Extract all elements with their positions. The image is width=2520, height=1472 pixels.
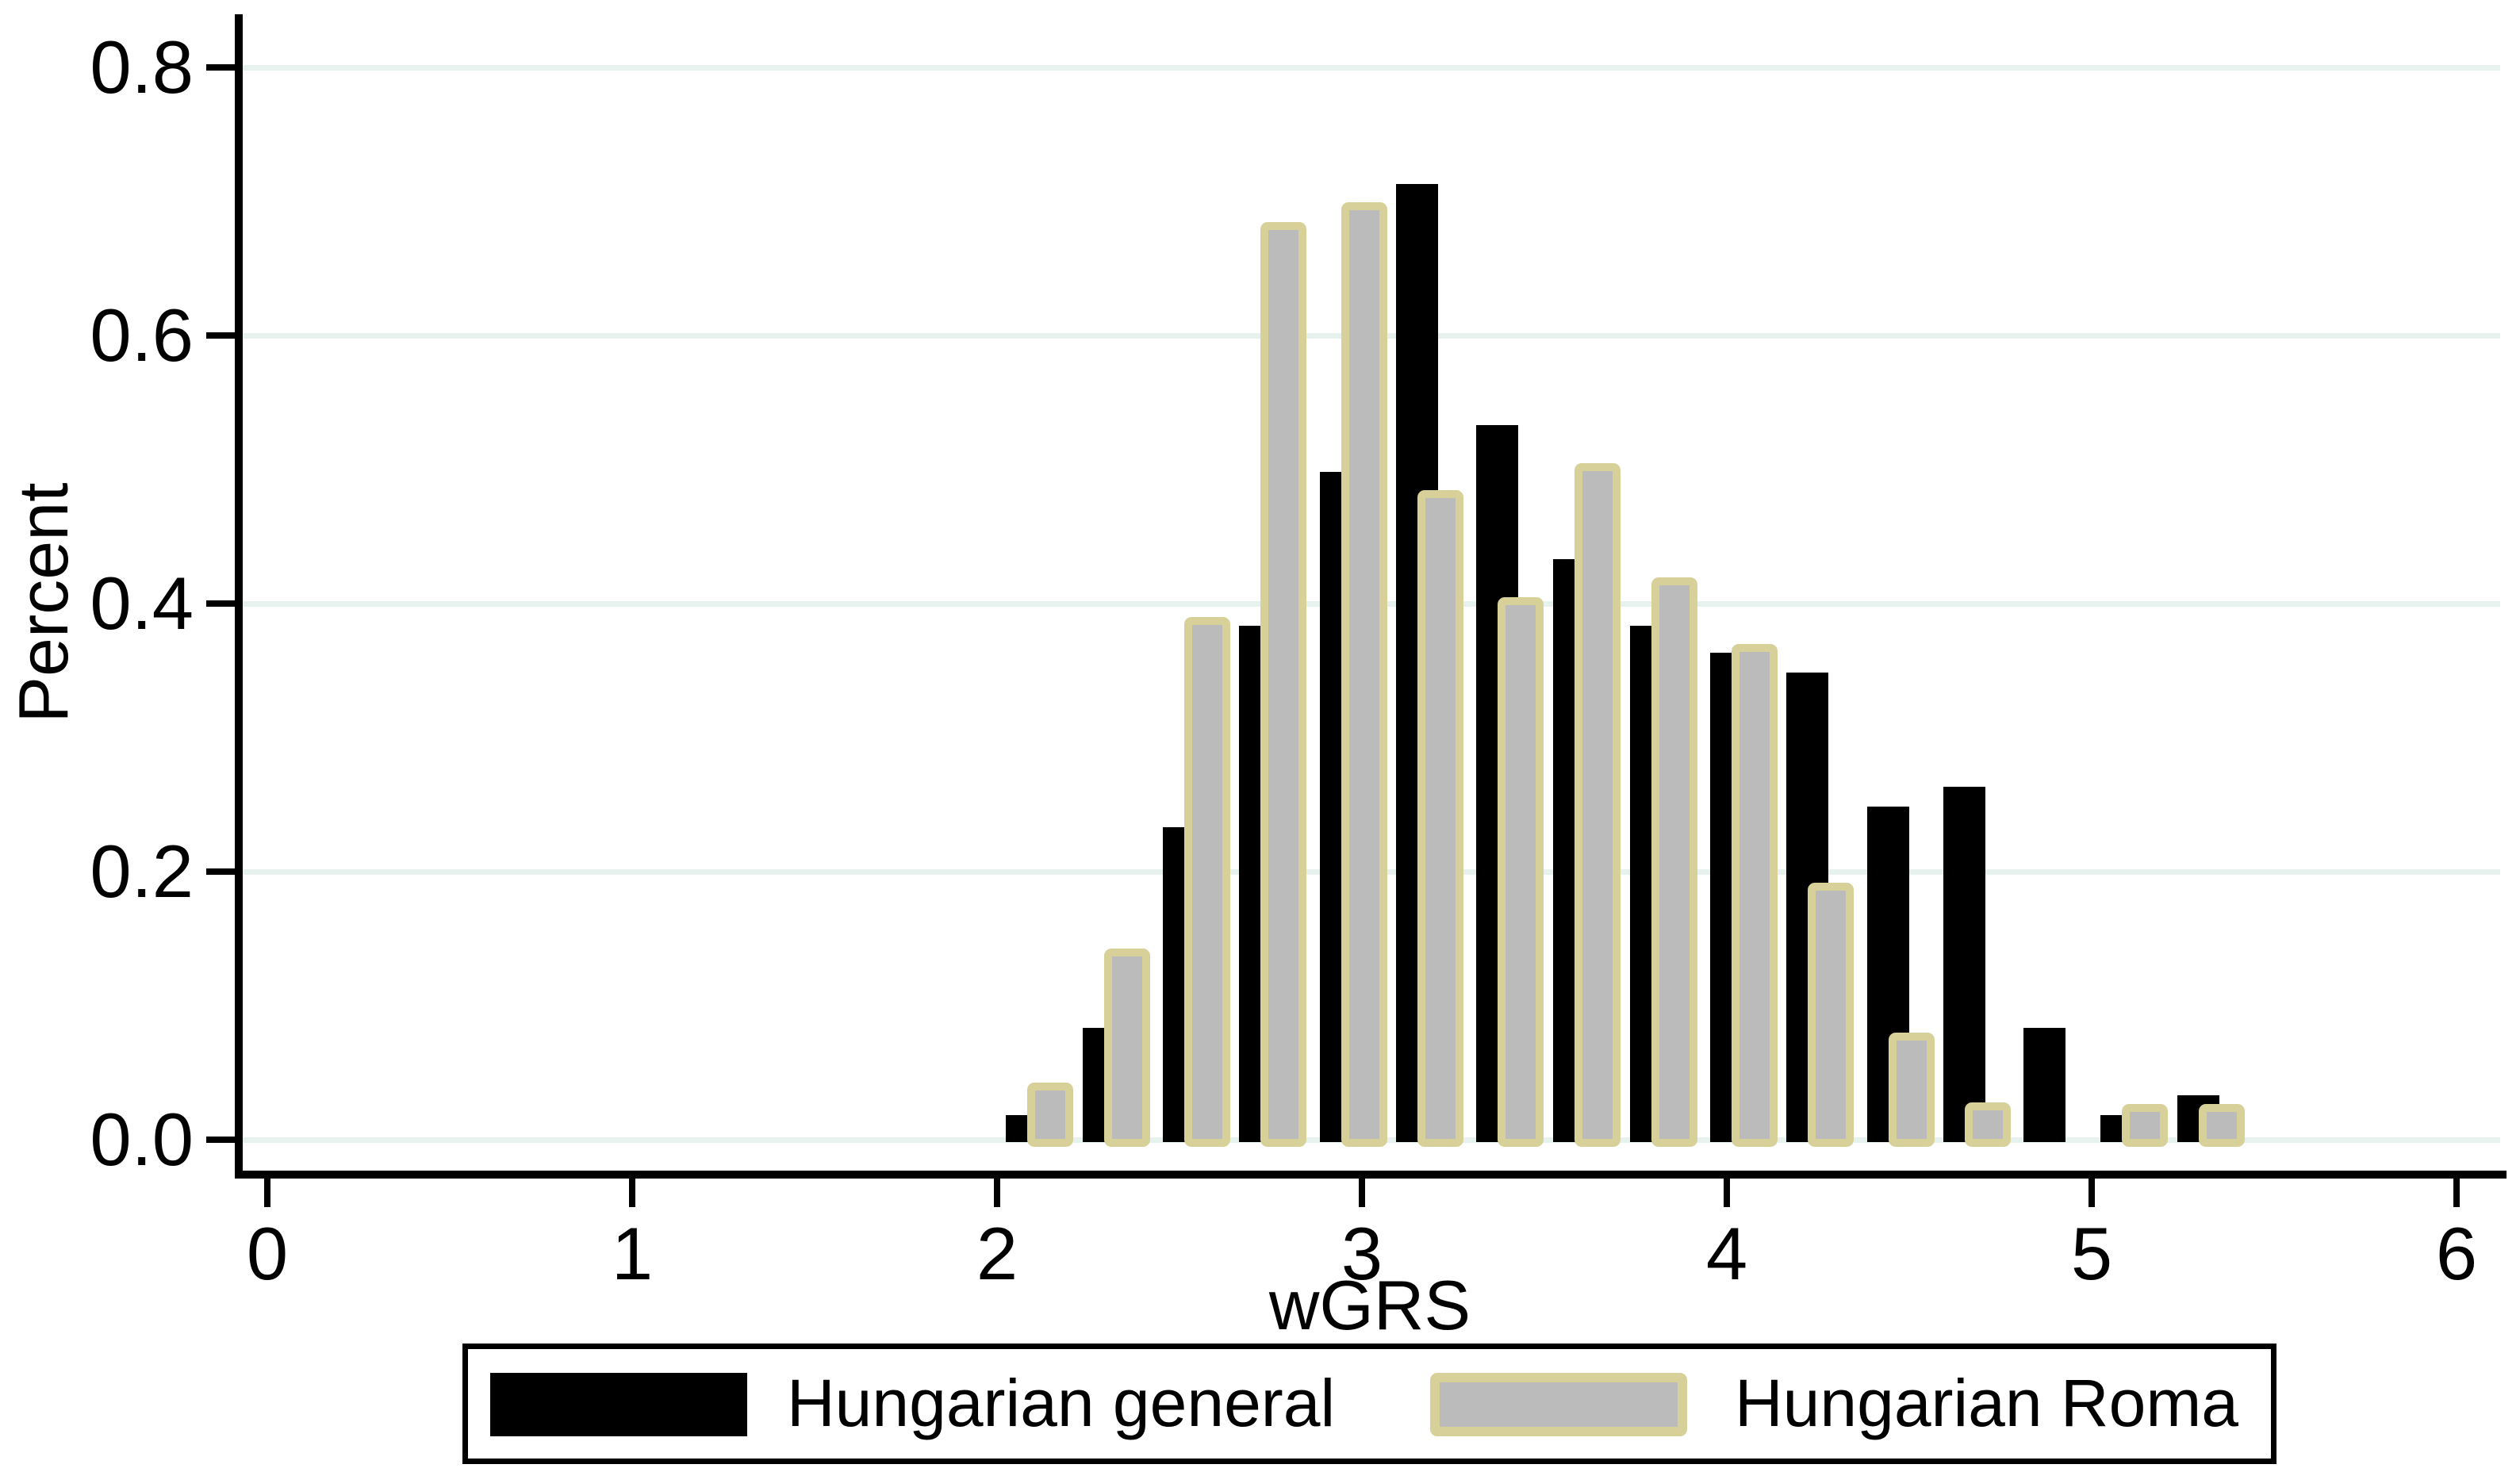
legend-label-hungarian-general: Hungarian general — [787, 1366, 1336, 1440]
y-tick-0.6 — [206, 332, 235, 339]
x-tick-5 — [2088, 1179, 2095, 1207]
bar-hungarian-roma — [2198, 1104, 2245, 1147]
bar-hungarian-roma — [1103, 949, 1150, 1147]
y-tick-label-0.2: 0.2 — [90, 830, 194, 913]
bar-hungarian-roma — [1260, 222, 1307, 1147]
x-tick-4 — [1724, 1179, 1730, 1207]
x-tick-label-6: 6 — [2435, 1212, 2478, 1295]
gridline-y-0.8 — [241, 65, 2500, 71]
legend-swatch-hungarian-general — [490, 1373, 747, 1436]
x-tick-label-2: 2 — [976, 1212, 1018, 1295]
legend-swatch-hungarian-roma — [1430, 1373, 1687, 1436]
y-tick-0.4 — [206, 600, 235, 607]
y-tick-label-0.6: 0.6 — [90, 293, 194, 377]
y-tick-label-0.4: 0.4 — [90, 562, 194, 645]
x-tick-1 — [629, 1179, 635, 1207]
x-axis-title: wGRS — [1268, 1266, 1471, 1344]
y-axis-title: Percent — [4, 482, 82, 723]
x-tick-label-0: 0 — [246, 1212, 289, 1295]
bar-hungarian-roma — [1651, 577, 1697, 1147]
y-tick-0.0 — [206, 1137, 235, 1143]
x-tick-2 — [994, 1179, 1000, 1207]
y-tick-label-0.0: 0.0 — [90, 1098, 194, 1181]
bar-hungarian-roma — [1888, 1033, 1935, 1147]
x-tick-0 — [264, 1179, 270, 1207]
x-tick-label-4: 4 — [1705, 1212, 1748, 1295]
y-tick-0.2 — [206, 868, 235, 875]
x-tick-label-5: 5 — [2070, 1212, 2113, 1295]
x-tick-6 — [2453, 1179, 2460, 1207]
bar-hungarian-general — [2023, 1028, 2066, 1142]
legend-label-hungarian-roma: Hungarian Roma — [1735, 1366, 2239, 1440]
bar-hungarian-roma — [1027, 1083, 1073, 1147]
y-axis-line — [235, 14, 243, 1179]
x-tick-3 — [1359, 1179, 1365, 1207]
x-axis-line — [235, 1171, 2507, 1179]
legend: Hungarian general Hungarian Roma — [462, 1344, 2276, 1464]
bar-hungarian-roma — [1417, 490, 1464, 1147]
bar-hungarian-roma — [1575, 463, 1621, 1147]
x-tick-label-1: 1 — [611, 1212, 654, 1295]
x-tick-label-3: 3 — [1341, 1212, 1383, 1295]
bar-hungarian-general — [1943, 787, 1986, 1142]
y-tick-0.8 — [206, 64, 235, 71]
y-tick-label-0.8: 0.8 — [90, 25, 194, 109]
bar-hungarian-roma — [1965, 1102, 2012, 1147]
bar-hungarian-roma — [1341, 202, 1387, 1147]
bar-hungarian-roma — [2122, 1104, 2168, 1147]
bar-hungarian-roma — [1808, 883, 1855, 1147]
bar-hungarian-roma — [1731, 644, 1778, 1147]
bar-hungarian-roma — [1183, 617, 1230, 1147]
bar-hungarian-roma — [1498, 597, 1544, 1147]
